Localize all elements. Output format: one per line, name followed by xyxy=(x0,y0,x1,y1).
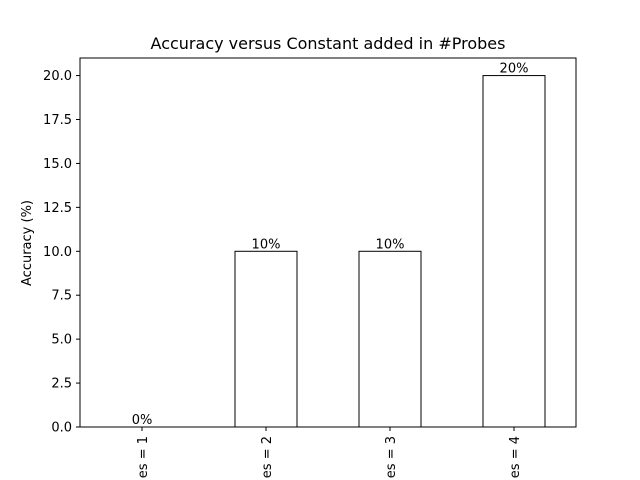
x-tick-label: es = 2 xyxy=(260,436,275,478)
bar-4 xyxy=(482,75,546,428)
data-label-2: 10% xyxy=(252,237,281,252)
y-tick-label: 20.0 xyxy=(43,69,72,84)
y-tick-label: 17.5 xyxy=(43,113,72,128)
y-tick-label: 15.0 xyxy=(43,157,72,172)
plot-frame xyxy=(79,57,577,428)
y-tick-label: 2.5 xyxy=(51,377,72,392)
chart-title: Accuracy versus Constant added in #Probe… xyxy=(151,34,506,53)
x-tick-label: es = 4 xyxy=(508,436,523,478)
data-label-3: 10% xyxy=(376,237,405,252)
y-tick-label: 5.0 xyxy=(51,333,72,348)
bar-2 xyxy=(234,250,298,428)
plot-area: 0% 10% 10% 20% 0.0 2.5 5.0 7.5 10.0 12.5 15.0 17.5 2… xyxy=(43,57,577,478)
y-tick-label: 12.5 xyxy=(43,201,72,216)
y-tick-label: 10.0 xyxy=(43,245,72,260)
data-label-1: 0% xyxy=(132,413,153,428)
y-tick-label: 7.5 xyxy=(51,289,72,304)
y-tick-label: 0.0 xyxy=(51,421,72,436)
bar-3 xyxy=(358,250,422,428)
y-axis-label: Accuracy (%) xyxy=(20,200,35,286)
x-tick-label: es = 1 xyxy=(136,436,151,478)
x-tick-label: es = 3 xyxy=(384,436,399,478)
data-label-4: 20% xyxy=(500,62,529,77)
